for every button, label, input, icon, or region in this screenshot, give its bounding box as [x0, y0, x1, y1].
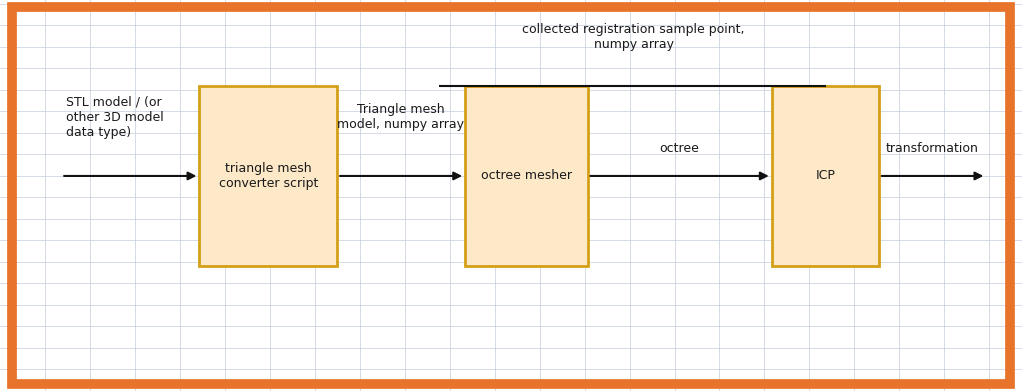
Text: STL model / (or
other 3D model
data type): STL model / (or other 3D model data type… — [66, 96, 165, 139]
Text: transformation: transformation — [886, 142, 978, 155]
Text: octree: octree — [659, 142, 700, 155]
Text: octree mesher: octree mesher — [480, 169, 572, 183]
FancyBboxPatch shape — [199, 86, 337, 266]
FancyBboxPatch shape — [465, 86, 588, 266]
Text: collected registration sample point,
numpy array: collected registration sample point, num… — [522, 23, 745, 51]
FancyBboxPatch shape — [772, 86, 879, 266]
Text: triangle mesh
converter script: triangle mesh converter script — [219, 162, 318, 190]
Text: Triangle mesh
model, numpy array: Triangle mesh model, numpy array — [337, 103, 464, 131]
Text: ICP: ICP — [816, 169, 835, 183]
